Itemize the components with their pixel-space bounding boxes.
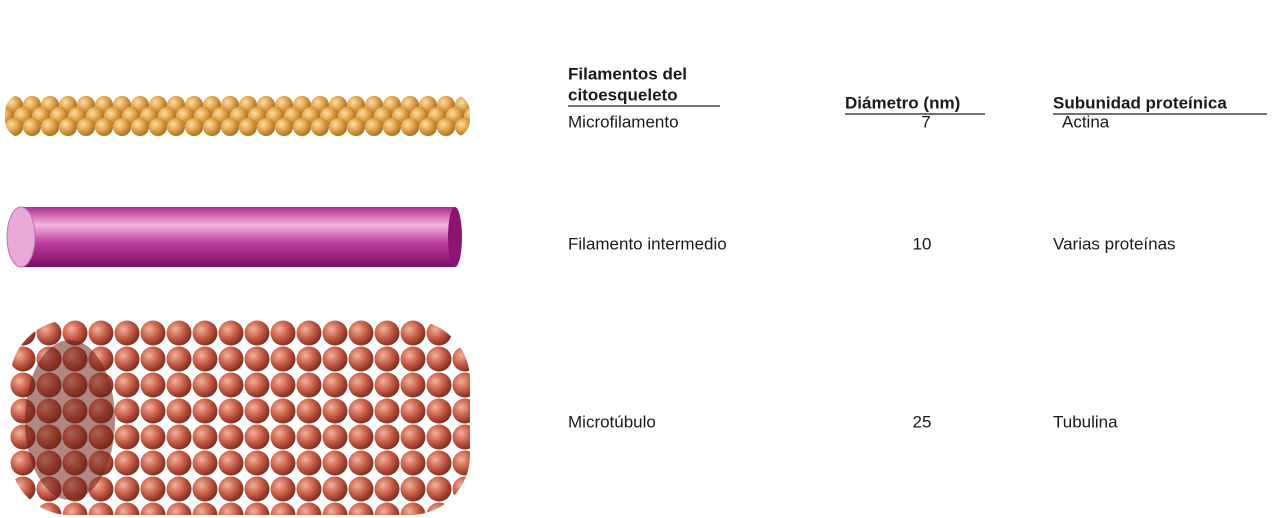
subunit: Actina	[1062, 112, 1110, 131]
filament-name: Microfilamento	[568, 112, 679, 131]
microfilament-illustration	[5, 94, 470, 138]
header-subunit: Subunidad proteínica	[1053, 93, 1227, 112]
header-name-line1: Filamentos del	[568, 64, 687, 83]
subunit: Tubulina	[1053, 412, 1118, 431]
microtubule-illustration	[10, 320, 470, 515]
filament-name: Microtúbulo	[568, 412, 656, 431]
filament-name: Filamento intermedio	[568, 234, 727, 253]
intermediate-filament-illustration	[6, 206, 462, 268]
diameter: 7	[921, 112, 930, 131]
diameter: 10	[913, 234, 932, 253]
header-diameter: Diámetro (nm)	[845, 93, 960, 112]
diameter: 25	[913, 412, 932, 431]
header-name-line2: citoesqueleto	[568, 85, 678, 104]
subunit: Varias proteínas	[1053, 234, 1176, 253]
